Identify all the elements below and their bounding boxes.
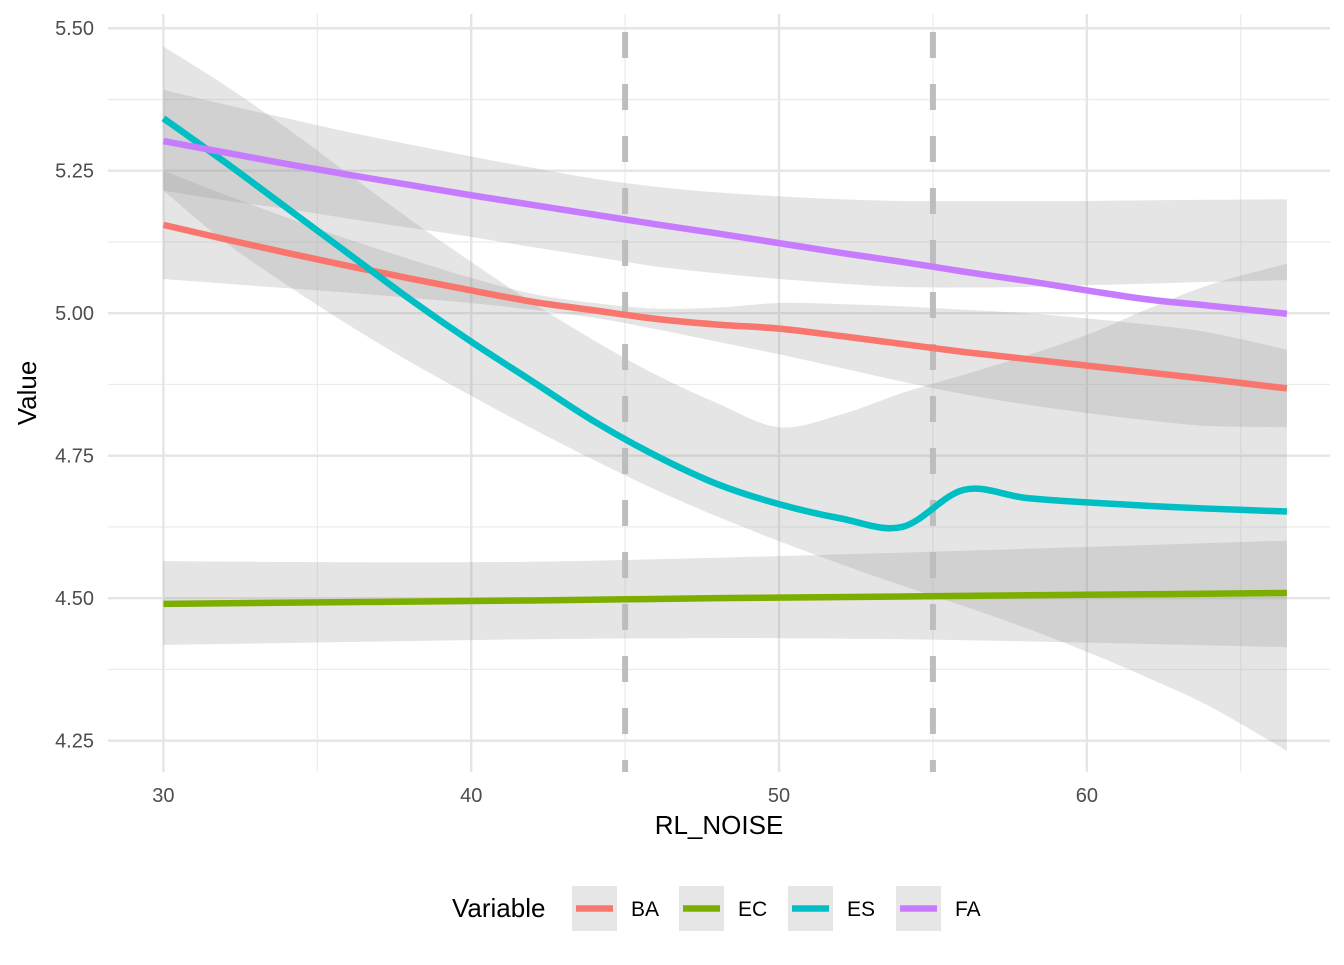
series-lines [161, 115, 1288, 608]
legend: Variable BA EC ES FA [452, 886, 981, 931]
legend-title: Variable [452, 893, 545, 923]
y-tick-label: 5.25 [55, 161, 94, 183]
ribbon-ba [163, 170, 1287, 428]
legend-item-ec: EC [679, 886, 767, 931]
y-tick-label: 5.50 [55, 18, 94, 40]
series-line-fa [162, 137, 1288, 318]
y-axis-title: Value [12, 361, 42, 426]
legend-item-ba: BA [572, 886, 659, 931]
ribbon-fa [163, 89, 1287, 288]
confidence-ribbons [163, 46, 1287, 751]
x-tick-label: 40 [460, 785, 482, 807]
legend-label: EC [738, 898, 767, 921]
y-tick-label: 5.00 [55, 303, 94, 325]
y-tick-label: 4.25 [55, 731, 94, 753]
series-line-es [161, 115, 1288, 532]
legend-item-fa: FA [896, 886, 981, 931]
x-axis-title: RL_NOISE [655, 810, 784, 840]
legend-label: ES [847, 898, 875, 921]
x-tick-label: 60 [1076, 785, 1098, 807]
axis-tick-labels: 30 40 50 60 4.25 4.50 4.75 5.00 5.25 5.50 [55, 18, 1098, 807]
series-line-ba [162, 221, 1288, 392]
ribbon-es [163, 46, 1287, 751]
ribbon-ec [163, 540, 1287, 648]
y-tick-label: 4.75 [55, 446, 94, 468]
series-line-ec [163, 589, 1287, 608]
legend-label: FA [955, 898, 981, 921]
grid-lines [108, 14, 1330, 772]
reference-lines [622, 32, 936, 772]
x-tick-label: 30 [152, 785, 174, 807]
legend-label: BA [631, 898, 659, 921]
x-tick-label: 50 [768, 785, 790, 807]
legend-item-es: ES [788, 886, 875, 931]
y-tick-label: 4.50 [55, 588, 94, 610]
